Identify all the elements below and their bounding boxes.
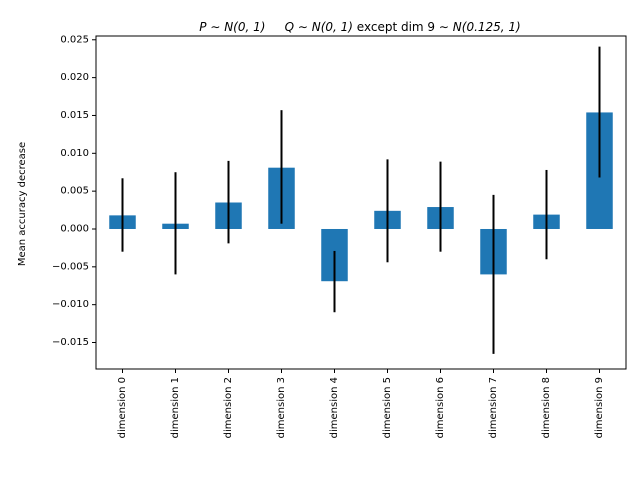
x-tick-label-8: dimension 8 (541, 377, 552, 438)
x-tick-label-0: dimension 0 (117, 377, 128, 438)
x-tick-label-3: dimension 3 (276, 377, 287, 438)
x-tick-label-6: dimension 6 (435, 377, 446, 438)
x-tick-label-5: dimension 5 (382, 377, 393, 438)
x-tick-label-7: dimension 7 (488, 377, 499, 438)
bars-layer (109, 112, 613, 282)
y-axis-label: Mean accuracy decrease (17, 142, 28, 266)
y-tick-label-2: −0.005 (52, 261, 89, 272)
y-tick-label-7: 0.020 (60, 72, 89, 83)
y-tick-label-0: −0.015 (52, 337, 89, 348)
y-tick-label-6: 0.015 (60, 110, 89, 121)
plot-frame (95, 35, 627, 370)
x-ticks-layer: dimension 0 dimension 1 dimension 2 dimensi… (117, 369, 605, 438)
y-tick-label-8: 0.025 (60, 34, 89, 45)
y-tick-label-4: 0.005 (60, 186, 89, 197)
y-tick-label-1: −0.010 (52, 299, 89, 310)
y-tick-label-5: 0.010 (60, 148, 89, 159)
chart-title: P ∼ N(0, 1) Q ∼ N(0, 1) except dim 9 ∼ N… (199, 20, 521, 34)
x-tick-label-2: dimension 2 (223, 377, 234, 438)
x-tick-label-1: dimension 1 (170, 377, 181, 438)
x-tick-label-9: dimension 9 (594, 377, 605, 438)
y-ticks-layer: −0.015 −0.010 −0.005 0.000 0.005 0.010 0.015 0.… (52, 34, 96, 348)
x-tick-label-4: dimension 4 (329, 377, 340, 438)
y-tick-label-3: 0.000 (60, 223, 89, 234)
error-bars-layer (121, 46, 601, 354)
